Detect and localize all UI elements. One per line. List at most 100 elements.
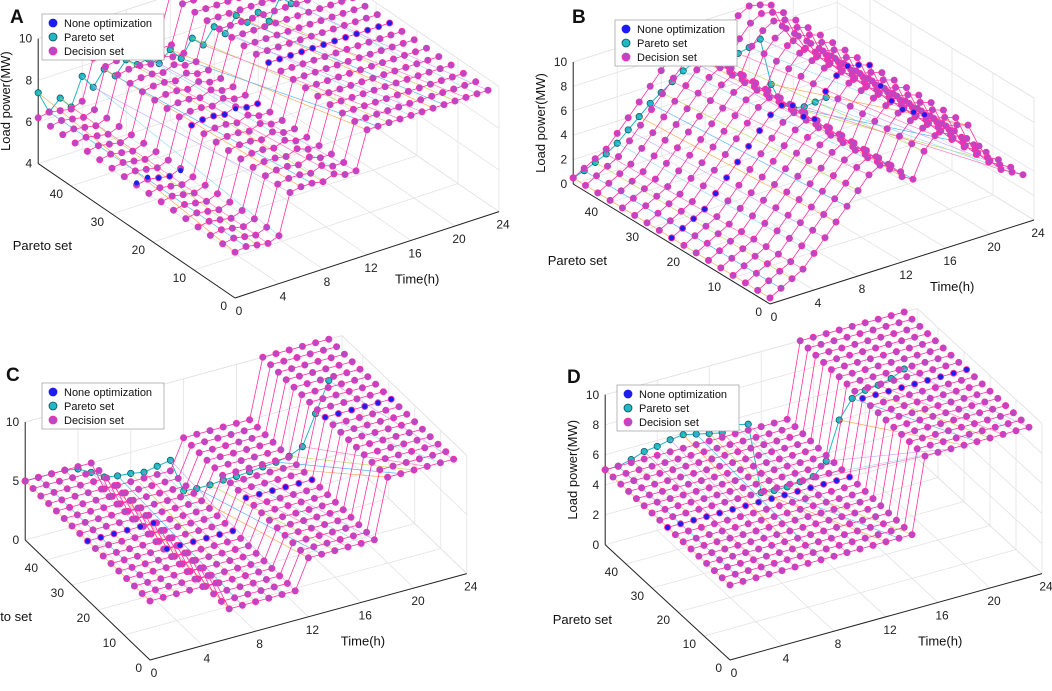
decision-point (378, 48, 384, 54)
decision-point (711, 474, 717, 480)
decision-point (906, 392, 912, 398)
decision-point (792, 470, 798, 476)
decision-point (295, 162, 301, 168)
decision-point (860, 349, 866, 355)
decision-point (254, 242, 260, 248)
decision-point (367, 51, 373, 57)
decision-point (909, 410, 915, 416)
decision-point (227, 558, 233, 564)
decision-point (388, 32, 394, 38)
none-optimization-point (138, 524, 143, 529)
decision-point (262, 480, 268, 486)
decision-point (932, 133, 938, 139)
decision-point (774, 532, 780, 538)
decision-point (279, 117, 285, 123)
decision-point (259, 461, 265, 467)
decision-point (371, 87, 377, 93)
none-optimization-point (255, 101, 260, 106)
decision-point (249, 435, 255, 441)
decision-point (301, 469, 307, 475)
decision-point (927, 442, 933, 448)
decision-point (216, 26, 222, 32)
decision-point (292, 588, 298, 594)
decision-point (352, 377, 358, 383)
decision-point (779, 568, 785, 574)
decision-point (641, 186, 647, 192)
decision-point (793, 150, 799, 156)
panel-label: D (567, 367, 581, 388)
decision-point (643, 203, 649, 209)
decision-point (259, 510, 265, 516)
none-optimization-point (349, 407, 354, 412)
decision-point (813, 521, 819, 527)
decision-point (283, 377, 289, 383)
decision-point (854, 528, 860, 534)
decision-point (883, 539, 889, 545)
decision-point (795, 173, 801, 179)
decision-point (57, 108, 63, 114)
decision-point (821, 211, 827, 217)
decision-point (831, 553, 837, 559)
decision-point (164, 498, 170, 504)
none-optimization-point (743, 503, 748, 508)
decision-point (339, 110, 345, 116)
decision-point (251, 454, 257, 460)
decision-point (979, 428, 985, 434)
decision-point (403, 459, 409, 465)
decision-point (72, 493, 78, 499)
decision-point (148, 61, 154, 67)
decision-point (91, 107, 97, 113)
decision-point (951, 417, 957, 423)
decision-point (236, 439, 242, 445)
decision-point (868, 69, 874, 75)
decision-point (377, 418, 383, 424)
decision-point (852, 147, 858, 153)
decision-point (51, 489, 57, 495)
decision-point (875, 363, 881, 369)
decision-point (873, 514, 879, 520)
decision-point (763, 553, 769, 559)
decision-point (264, 48, 270, 54)
decision-point (355, 43, 361, 49)
decision-point (724, 470, 730, 476)
decision-point (397, 116, 403, 122)
grid-line (661, 156, 858, 276)
decision-point (810, 503, 816, 509)
decision-point (809, 58, 815, 64)
decision-point (793, 17, 799, 23)
decision-point (399, 28, 405, 34)
decision-point (815, 445, 821, 451)
decision-point (158, 199, 164, 205)
decision-point (867, 403, 873, 409)
decision-point (219, 550, 225, 556)
decision-point (329, 529, 335, 535)
decision-point (773, 205, 779, 211)
decision-point (401, 52, 407, 58)
x-tick-label: 20 (987, 594, 1001, 608)
decision-point (334, 344, 340, 350)
decision-point (763, 244, 769, 250)
decision-point (290, 540, 296, 546)
decision-point (810, 550, 816, 556)
decision-point (909, 532, 915, 538)
decision-point (706, 532, 712, 538)
decision-point (766, 478, 772, 484)
decision-point (238, 458, 244, 464)
decision-point (883, 103, 889, 109)
decision-point (305, 146, 311, 152)
decision-point (215, 435, 221, 441)
decision-point (233, 469, 239, 475)
decision-point (430, 452, 436, 458)
decision-point (701, 449, 707, 455)
decision-point (802, 542, 808, 548)
decision-point (722, 546, 728, 552)
decision-point (320, 347, 326, 353)
decision-point (162, 479, 168, 485)
decision-point (727, 238, 733, 244)
decision-point (441, 102, 447, 108)
decision-point (1000, 431, 1006, 437)
x-tick-label: 0 (236, 304, 243, 318)
decision-point (341, 159, 347, 165)
decision-point (943, 123, 949, 129)
decision-point (675, 456, 681, 462)
